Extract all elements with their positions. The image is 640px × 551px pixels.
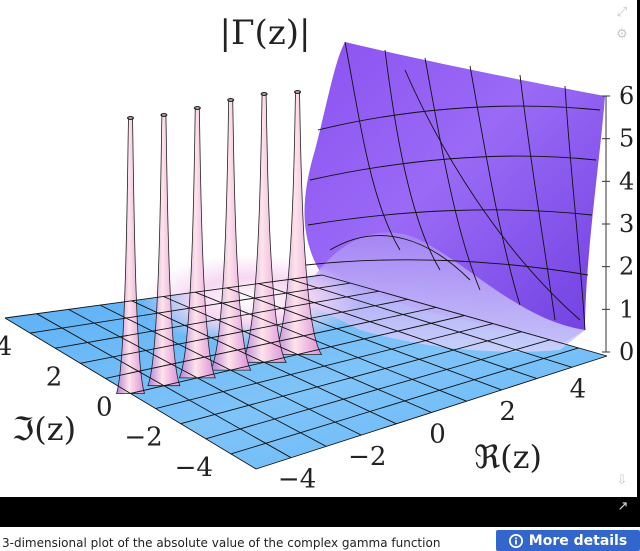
grid-line-im — [30, 282, 351, 334]
pole-spike — [147, 114, 181, 387]
gamma-surface-plot[interactable]: |Γ(z)| ℜ(z) ℑ(z) −4 −2 0 2 4 −4 −2 0 2 4 0 1 2 3 4 5 6 — [0, 0, 637, 497]
more-details-label: More details — [528, 532, 628, 549]
z-tick-label: 0 — [619, 338, 634, 366]
x-tick-label: −4 — [278, 465, 316, 495]
z-tick-label: 1 — [619, 295, 634, 323]
grid-line-im — [130, 315, 465, 394]
pole-spikes — [115, 90, 323, 394]
grid-line-re — [258, 283, 537, 380]
pole-rim — [193, 106, 201, 110]
y-axis-ticks: −4 −2 0 2 4 — [0, 332, 213, 483]
chart-title: |Γ(z)| — [220, 13, 311, 53]
grid-line-wall — [329, 235, 471, 281]
download-icon[interactable]: ⇩ — [616, 473, 628, 488]
grid-line-wall — [317, 105, 601, 131]
image-frame: |Γ(z)| ℜ(z) ℑ(z) −4 −2 0 2 4 −4 −2 0 2 4 0 1 2 3 4 5 6… — [0, 0, 637, 497]
pole-spike — [210, 99, 252, 371]
grid-line-wall — [344, 41, 401, 251]
pole-spike — [272, 91, 323, 355]
pole-rim — [227, 98, 235, 102]
x-tick-label: 0 — [429, 420, 446, 450]
grid-line-re — [290, 278, 573, 368]
pole-spike — [115, 117, 146, 394]
x-tick-label: 2 — [499, 397, 516, 427]
settings-icon[interactable]: ⚙ — [616, 27, 628, 42]
image-caption: 3-dimensional plot of the absolute value… — [2, 536, 441, 550]
grid-line-wall — [469, 65, 521, 306]
grid-line-re — [226, 287, 502, 391]
grid-line-im — [55, 290, 380, 349]
z-tick-label: 4 — [619, 167, 634, 195]
y-tick-label: −4 — [175, 453, 213, 483]
grid-line-re — [321, 274, 608, 357]
zoom-icon[interactable]: ⤢ — [616, 5, 628, 20]
x-axis-ticks: −4 −2 0 2 4 — [278, 374, 586, 494]
grid-line-im — [80, 298, 408, 364]
z-tick-label: 5 — [619, 125, 634, 153]
pole-rim — [127, 116, 134, 120]
x-axis-label: ℜ(z) — [474, 438, 542, 476]
y-tick-label: 2 — [46, 362, 63, 392]
grid-line-wall — [305, 259, 589, 276]
grid-line-wall — [404, 69, 581, 321]
info-icon — [508, 533, 523, 548]
z-tick-label: 3 — [619, 210, 634, 238]
grid-line-im — [105, 306, 437, 379]
grid-line-wall — [307, 209, 593, 226]
pole-rim — [294, 90, 301, 94]
pole-rim — [160, 113, 168, 117]
z-axis-ticks: 0 1 2 3 4 5 6 — [602, 82, 634, 366]
more-details-button[interactable]: More details — [496, 530, 640, 551]
grid-line-wall — [424, 57, 481, 291]
z-tick-label: 6 — [619, 82, 634, 110]
x-tick-label: 4 — [570, 374, 587, 404]
surface-grid — [4, 41, 608, 470]
x-tick-label: −2 — [348, 442, 386, 472]
y-tick-label: 0 — [96, 393, 113, 423]
z-tick-label: 2 — [619, 253, 634, 281]
y-tick-label: 4 — [0, 332, 12, 362]
pole-rim — [260, 92, 268, 96]
y-axis-label: ℑ(z) — [12, 410, 76, 448]
share-icon[interactable]: ↗ — [617, 499, 629, 514]
y-tick-label: −2 — [124, 423, 162, 453]
grid-line-wall — [564, 85, 586, 331]
grid-line-im — [4, 274, 323, 319]
grid-line-re — [195, 291, 467, 402]
